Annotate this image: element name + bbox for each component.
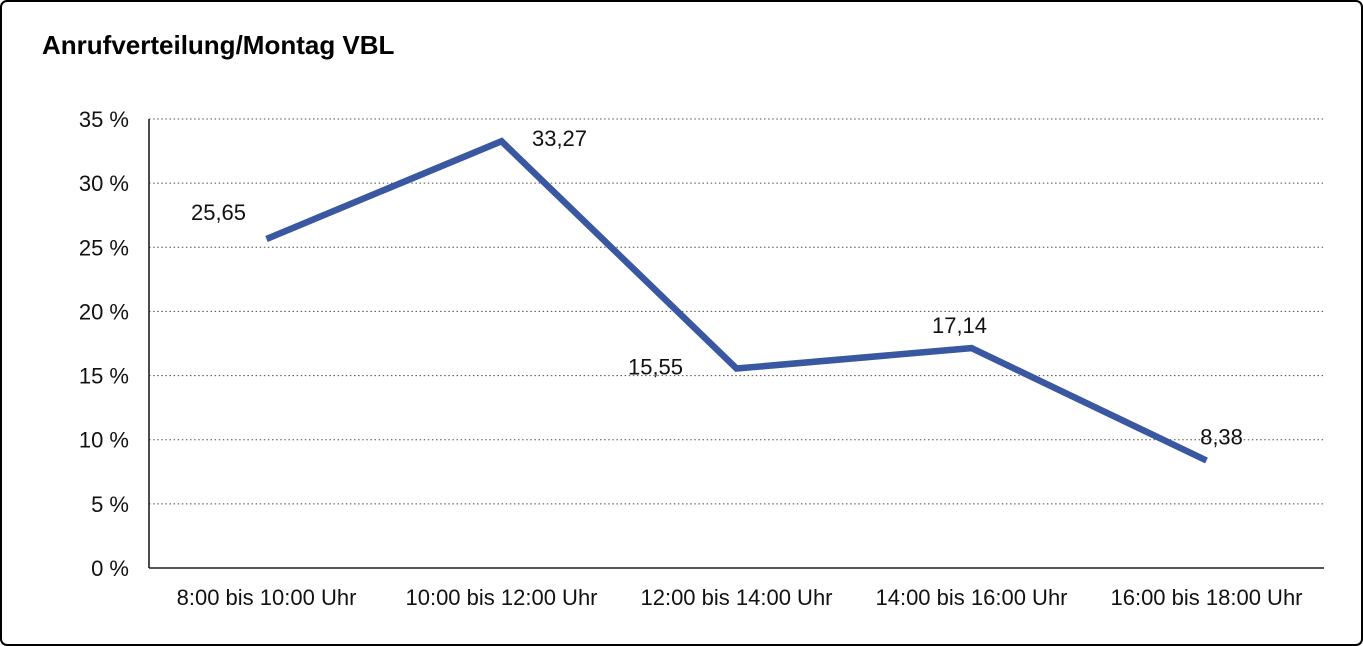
y-tick-label: 0 % — [91, 556, 129, 581]
y-tick-label: 30 % — [79, 171, 129, 196]
x-axis-label: 12:00 bis 14:00 Uhr — [640, 585, 832, 610]
data-label: 17,14 — [932, 313, 987, 338]
y-tick-label: 15 % — [79, 364, 129, 389]
x-axis-label: 14:00 bis 16:00 Uhr — [875, 585, 1067, 610]
data-label: 25,65 — [191, 200, 246, 225]
x-axis-label: 16:00 bis 18:00 Uhr — [1110, 585, 1302, 610]
y-tick-label: 5 % — [91, 492, 129, 517]
y-tick-label: 35 % — [79, 107, 129, 132]
chart-title: Anrufverteilung/Montag VBL — [42, 30, 395, 60]
data-label: 8,38 — [1200, 424, 1243, 449]
y-tick-label: 10 % — [79, 428, 129, 453]
series-line — [265, 137, 1208, 464]
y-tick-label: 25 % — [79, 235, 129, 260]
data-label: 15,55 — [628, 355, 683, 380]
x-axis-label: 10:00 bis 12:00 Uhr — [405, 585, 597, 610]
y-tick-label: 20 % — [79, 299, 129, 324]
data-label: 33,27 — [532, 126, 587, 151]
x-axis-label: 8:00 bis 10:00 Uhr — [177, 585, 357, 610]
